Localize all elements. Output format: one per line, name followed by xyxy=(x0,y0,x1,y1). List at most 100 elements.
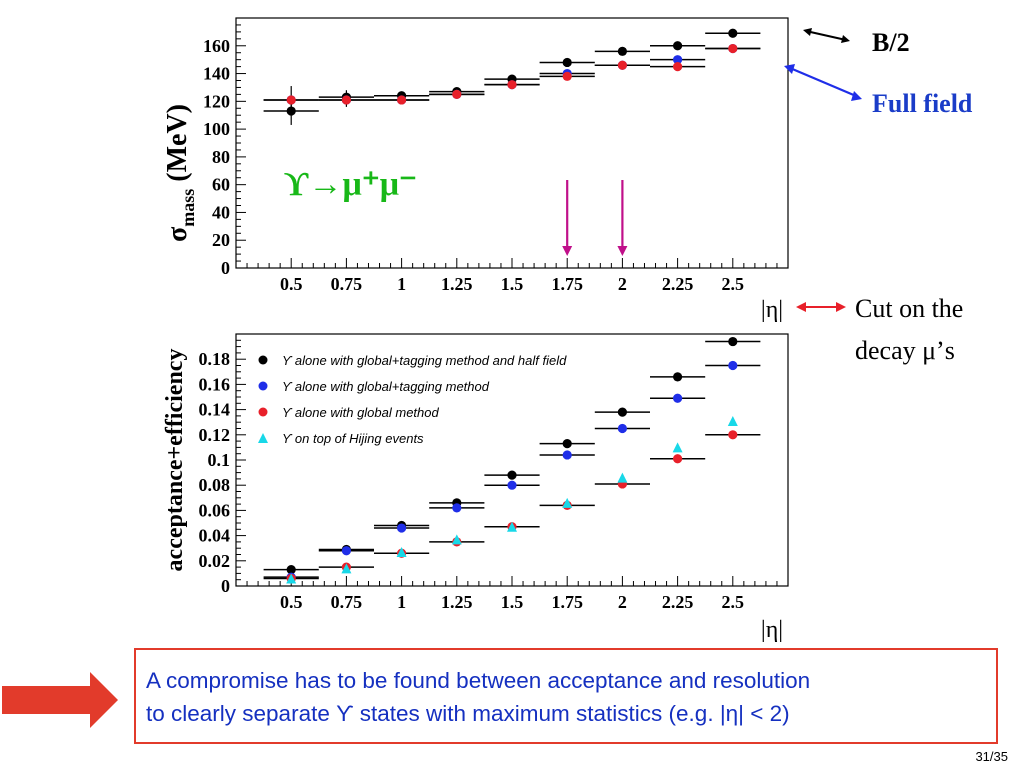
y-axis-label: acceptance+efficiency xyxy=(162,349,188,572)
data-point-triangle xyxy=(617,472,628,483)
compromise-line1: A compromise has to be found between acc… xyxy=(146,668,811,693)
y-axis-label-sub: mass xyxy=(178,189,198,227)
cut-arrowhead-left xyxy=(796,302,806,312)
data-point-red xyxy=(286,95,296,105)
data-point-black xyxy=(728,336,738,347)
legend-marker xyxy=(258,407,268,417)
data-point-triangle xyxy=(396,546,407,557)
legend-marker xyxy=(258,355,268,365)
data-point-black xyxy=(673,372,683,382)
y-tick-label: 0.08 xyxy=(199,475,231,495)
callout-arrow-icon xyxy=(2,672,118,728)
reaction-label: ϒ→μ⁺μ⁻ xyxy=(284,166,417,203)
data-point-triangle xyxy=(727,415,738,426)
x-tick-label: 1 xyxy=(397,592,406,612)
x-tick-label: 1.75 xyxy=(551,592,583,612)
cut-arrow-head xyxy=(562,246,573,256)
cut-arrowhead-right xyxy=(836,302,846,312)
data-point-red xyxy=(673,62,683,72)
x-tick-label: 1.25 xyxy=(441,274,473,294)
full-field-arrowhead-left xyxy=(784,64,795,74)
data-point-triangle xyxy=(451,534,462,545)
data-point-red xyxy=(617,60,628,70)
half-field-arrowhead-left xyxy=(803,28,812,36)
y-tick-label: 0.02 xyxy=(199,551,231,571)
x-tick-label: 2 xyxy=(618,274,627,294)
y-tick-label: 100 xyxy=(203,119,230,139)
data-point-blue xyxy=(728,360,738,371)
legend-label: ϒ alone with global+tagging method and h… xyxy=(282,353,567,368)
compromise-callout: A compromise has to be found between acc… xyxy=(134,648,998,744)
full-field-arrow xyxy=(789,66,857,98)
x-tick-label: 0.5 xyxy=(280,592,303,612)
y-tick-label: 120 xyxy=(203,91,230,111)
data-point-triangle xyxy=(562,497,573,508)
x-tick-label: 0.75 xyxy=(331,592,363,612)
y-tick-label: 0.18 xyxy=(199,349,231,369)
y-tick-label: 0.12 xyxy=(199,425,231,445)
y-axis-label: σmass (MeV) xyxy=(162,104,198,242)
y-tick-label: 40 xyxy=(212,202,230,222)
data-point-black xyxy=(728,28,738,38)
data-point-black xyxy=(562,439,572,449)
data-point-black xyxy=(617,46,628,56)
y-tick-label: 140 xyxy=(203,64,230,84)
data-point-blue xyxy=(673,55,683,65)
data-point-black xyxy=(617,407,628,417)
cut-annotation-line1: Cut on the xyxy=(855,294,964,323)
data-point-red xyxy=(673,454,683,464)
x-tick-label: 2.5 xyxy=(722,274,745,294)
cut-arrow-head xyxy=(617,246,628,256)
y-tick-label: 0 xyxy=(221,258,230,278)
legend-marker xyxy=(258,433,268,443)
y-axis-label-unit: (MeV) xyxy=(162,104,193,189)
x-axis-label: |η| xyxy=(761,297,783,323)
data-point-blue xyxy=(617,423,628,434)
x-axis-label: |η| xyxy=(761,617,783,643)
data-point-red xyxy=(728,430,738,440)
y-tick-label: 80 xyxy=(212,147,230,167)
y-tick-label: 20 xyxy=(212,230,230,250)
y-tick-label: 0.06 xyxy=(199,500,231,520)
data-point-triangle xyxy=(507,521,517,532)
data-point-black xyxy=(507,470,517,480)
plot-frame-2 xyxy=(235,333,789,587)
data-point-red xyxy=(728,43,738,54)
data-point-black xyxy=(562,57,572,68)
data-point-red xyxy=(562,71,572,81)
y-tick-label: 0.04 xyxy=(199,526,231,546)
data-point-triangle xyxy=(672,442,683,453)
data-point-black xyxy=(673,41,683,51)
plot-frame-1 xyxy=(235,17,789,269)
data-point-red xyxy=(452,89,462,99)
y-tick-label: 0 xyxy=(221,576,230,596)
y-tick-label: 0.1 xyxy=(208,450,231,470)
x-tick-label: 1.5 xyxy=(501,274,524,294)
page-number: 31/35 xyxy=(975,749,1008,764)
data-point-blue xyxy=(673,393,683,403)
x-tick-label: 1.25 xyxy=(441,592,473,612)
y-tick-label: 160 xyxy=(203,36,230,56)
data-point-red xyxy=(397,95,407,105)
data-point-triangle xyxy=(341,563,352,574)
data-point-blue xyxy=(562,450,572,460)
half-field-arrowhead-right xyxy=(841,35,850,43)
x-tick-label: 0.5 xyxy=(280,274,303,294)
data-point-red xyxy=(341,95,351,105)
cut-annotation-line2: decay μ’s xyxy=(855,336,955,365)
half-field-annotation: B/2 xyxy=(872,28,910,57)
x-tick-label: 1.75 xyxy=(551,274,583,294)
legend-label: ϒ on top of Hijing events xyxy=(282,431,424,446)
x-tick-label: 2.5 xyxy=(722,592,745,612)
y-tick-label: 60 xyxy=(212,175,230,195)
data-point-black xyxy=(286,565,296,575)
x-tick-label: 2.25 xyxy=(662,592,694,612)
compromise-line2: to clearly separate ϒ states with maximu… xyxy=(146,701,790,726)
x-tick-label: 2 xyxy=(618,592,627,612)
y-axis-label-main: σ xyxy=(162,226,193,242)
legend-marker xyxy=(258,381,268,391)
x-tick-label: 2.25 xyxy=(662,274,694,294)
legend-label: ϒ alone with global method xyxy=(282,405,440,420)
full-field-arrowhead-right xyxy=(851,91,862,101)
